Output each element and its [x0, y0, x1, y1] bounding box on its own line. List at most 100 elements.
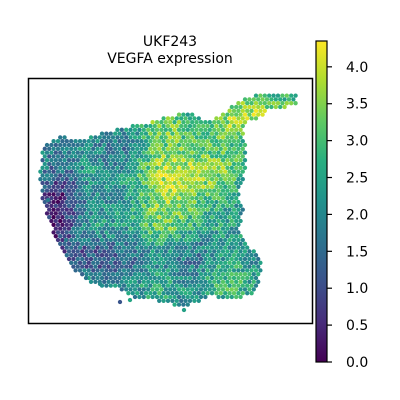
expression-spot: [130, 154, 135, 159]
expression-spot: [128, 287, 133, 292]
expression-spot: [231, 123, 237, 129]
expression-spot: [183, 131, 188, 136]
colorbar-tick-label: 3.5: [346, 97, 368, 113]
expression-spot: [64, 139, 69, 144]
expression-spot: [212, 120, 217, 125]
expression-spot: [104, 275, 109, 281]
expression-spot: [135, 199, 140, 205]
expression-spot: [141, 142, 146, 148]
expression-spot: [66, 211, 72, 216]
expression-spot: [106, 150, 111, 155]
expression-spot: [139, 230, 144, 235]
expression-spot: [165, 283, 171, 288]
expression-spot: [223, 169, 228, 174]
expression-spot: [51, 161, 56, 167]
expression-spot: [141, 272, 146, 277]
expression-spot: [121, 268, 127, 273]
expression-spot: [99, 192, 105, 197]
expression-spot: [194, 203, 199, 208]
expression-spot: [58, 158, 63, 163]
expression-spot: [163, 158, 168, 163]
expression-spot: [64, 161, 69, 167]
expression-spot: [53, 150, 58, 155]
expression-spot: [157, 161, 162, 167]
expression-spot: [80, 241, 85, 246]
expression-spot: [60, 161, 65, 167]
expression-spot: [234, 196, 239, 201]
expression-spot: [97, 173, 102, 178]
expression-spot: [51, 199, 56, 205]
expression-spot: [115, 135, 120, 140]
expression-spot: [231, 184, 237, 189]
expression-spot: [207, 165, 212, 170]
expression-spot: [207, 173, 212, 178]
expression-spot: [110, 272, 116, 277]
expression-spot: [69, 192, 74, 197]
expression-spot: [176, 234, 182, 239]
expression-spot: [253, 116, 259, 121]
expression-spot: [238, 294, 243, 300]
expression-spot: [119, 142, 124, 148]
expression-spot: [139, 253, 144, 258]
expression-spot: [77, 199, 83, 205]
expression-spot: [187, 184, 193, 189]
expression-spot: [187, 245, 193, 250]
expression-spot: [141, 180, 146, 186]
expression-spot: [84, 241, 89, 246]
colorbar: [315, 40, 328, 363]
expression-spot: [157, 177, 162, 182]
expression-spot: [132, 272, 138, 277]
expression-spot: [216, 218, 221, 224]
expression-spot: [196, 192, 201, 197]
expression-spot: [146, 211, 151, 216]
expression-spot: [168, 234, 173, 239]
expression-spot: [176, 294, 182, 300]
expression-spot: [128, 188, 133, 193]
expression-spot: [104, 161, 109, 167]
expression-spot: [242, 97, 248, 102]
expression-spot: [185, 203, 190, 208]
expression-spot: [194, 249, 199, 254]
expression-spot: [146, 135, 151, 140]
expression-spot: [198, 203, 204, 208]
expression-spot: [187, 222, 193, 227]
expression-spot: [225, 249, 230, 254]
expression-spot: [115, 203, 120, 208]
expression-spot: [196, 184, 201, 189]
expression-spot: [278, 97, 283, 102]
expression-spot: [209, 260, 215, 265]
expression-spot: [102, 234, 107, 239]
expression-spot: [212, 279, 217, 284]
expression-spot: [117, 131, 122, 136]
expression-spot: [194, 234, 199, 239]
expression-spot: [60, 199, 65, 205]
expression-spot: [108, 184, 113, 189]
expression-spot: [251, 287, 256, 292]
expression-spot: [174, 139, 179, 144]
expression-spot: [234, 127, 239, 132]
expression-spot: [69, 260, 74, 265]
expression-spot: [108, 207, 113, 212]
expression-spot: [126, 275, 131, 281]
expression-spot: [249, 268, 254, 273]
expression-spot: [179, 237, 184, 243]
expression-spot: [157, 184, 162, 189]
expression-spot: [194, 226, 199, 231]
expression-spot: [242, 272, 248, 277]
expression-spot: [170, 161, 175, 167]
expression-spot: [216, 203, 221, 208]
expression-spot: [80, 158, 85, 163]
expression-spot: [121, 146, 127, 151]
expression-spot: [150, 158, 155, 163]
expression-spot: [154, 203, 160, 208]
expression-spot: [209, 275, 215, 281]
expression-spot: [49, 188, 54, 193]
expression-spot: [203, 256, 208, 262]
expression-spot: [223, 253, 228, 258]
expression-spot: [201, 154, 206, 159]
expression-spot: [179, 260, 184, 265]
expression-spot: [71, 264, 76, 269]
expression-spot: [192, 161, 197, 167]
expression-spot: [110, 188, 116, 193]
expression-spot: [117, 215, 122, 220]
